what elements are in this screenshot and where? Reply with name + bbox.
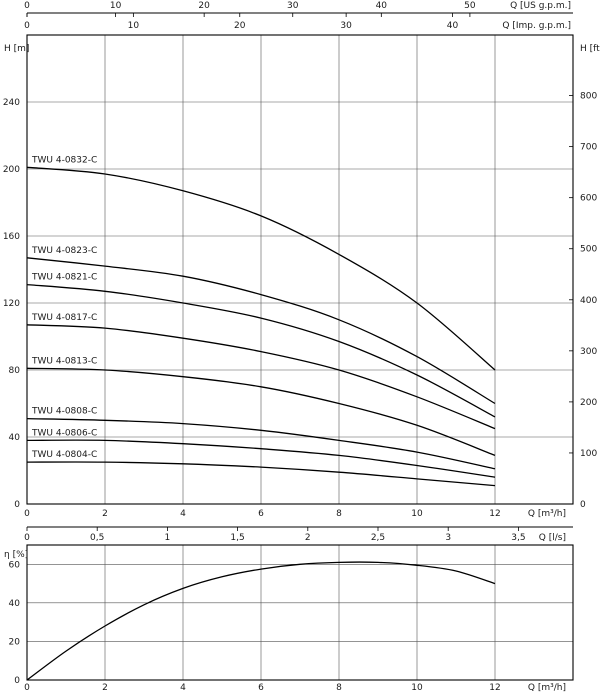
ls-tick-label: 3 <box>445 533 451 543</box>
head-y-tick-label: 40 <box>9 433 21 443</box>
ls-tick-label: 0 <box>24 533 30 543</box>
eff-y-tick-label: 60 <box>9 560 21 570</box>
head-curve-twu-4-0821-c <box>26 283 496 418</box>
ls-tick-label: 2,5 <box>371 533 385 543</box>
head-ft-axis-label: H [ft] <box>580 44 600 54</box>
us-gpm-tick-label: 20 <box>198 1 210 11</box>
head-x-tick-label: 6 <box>258 509 264 519</box>
eff-x-tick-label: 2 <box>102 683 108 692</box>
eff-y-tick-label: 0 <box>14 676 20 686</box>
head-y-tick-label: 120 <box>3 299 20 309</box>
us-gpm-tick-label: 10 <box>110 1 122 11</box>
eff-x-tick-label: 6 <box>258 683 264 692</box>
head-ft-tick-label: 100 <box>580 449 597 459</box>
eff-y-axis-label: η [%] <box>4 550 28 560</box>
eff-x-tick-label: 10 <box>411 683 423 692</box>
head-curve-twu-4-0817-c <box>26 324 496 430</box>
head-curve-twu-4-0804-c <box>26 461 496 487</box>
ls-tick-label: 1,5 <box>230 533 244 543</box>
head-curve-twu-4-0806-c <box>26 439 496 478</box>
imp-gpm-tick-label: 30 <box>340 21 352 31</box>
eff-y-tick-label: 40 <box>9 599 21 609</box>
ls-tick-label: 2 <box>305 533 311 543</box>
curve-label: TWU 4-0804-C <box>31 450 97 460</box>
head-x-tick-label: 10 <box>411 509 423 519</box>
ls-tick-label: 1 <box>165 533 171 543</box>
curve-label: TWU 4-0817-C <box>31 313 97 323</box>
head-curve-twu-4-0832-c <box>26 166 496 371</box>
ls-axis-label: Q [l/s] <box>539 533 566 543</box>
head-y-tick-label: 240 <box>3 98 20 108</box>
head-x-tick-label: 4 <box>180 509 186 519</box>
eff-x-tick-label: 0 <box>24 683 30 692</box>
curve-label: TWU 4-0808-C <box>31 407 97 417</box>
head-ft-tick-label: 200 <box>580 398 597 408</box>
head-x-axis-label: Q [m³/h] <box>528 509 566 519</box>
head-curve-twu-4-0808-c <box>26 417 496 470</box>
imp-gpm-tick-label: 0 <box>24 21 30 31</box>
us-gpm-tick-label: 30 <box>287 1 299 11</box>
ls-tick-label: 0,5 <box>90 533 104 543</box>
efficiency-curve <box>26 561 496 681</box>
head-y-tick-label: 80 <box>9 366 21 376</box>
head-curve-twu-4-0813-c <box>26 367 496 457</box>
eff-plot-frame <box>26 544 574 681</box>
imp-gpm-tick-label: 40 <box>447 21 459 31</box>
head-ft-tick-label: 300 <box>580 347 597 357</box>
ls-tick-label: 3,5 <box>511 533 525 543</box>
head-x-tick-label: 8 <box>336 509 342 519</box>
head-y-tick-label: 0 <box>14 500 20 510</box>
head-plot-frame <box>26 34 574 505</box>
head-ft-tick-label: 0 <box>580 500 586 510</box>
head-ft-tick-label: 600 <box>580 194 597 204</box>
curve-label: TWU 4-0813-C <box>31 356 97 366</box>
head-x-tick-label: 0 <box>24 509 30 519</box>
eff-y-tick-label: 20 <box>9 637 21 647</box>
eff-x-tick-label: 8 <box>336 683 342 692</box>
us-gpm-axis-label: Q [US g.p.m.] <box>510 1 571 11</box>
eff-x-tick-label: 12 <box>489 683 500 692</box>
imp-gpm-tick-label: 20 <box>234 21 246 31</box>
head-curve-twu-4-0823-c <box>26 257 496 405</box>
curve-label: TWU 4-0821-C <box>31 273 97 283</box>
imp-gpm-tick-label: 10 <box>128 21 140 31</box>
head-x-tick-label: 2 <box>102 509 108 519</box>
head-x-tick-label: 12 <box>489 509 500 519</box>
head-y-tick-label: 200 <box>3 165 20 175</box>
head-y-tick-label: 160 <box>3 232 20 242</box>
head-ft-tick-label: 800 <box>580 92 597 102</box>
head-ft-tick-label: 500 <box>580 245 597 255</box>
curve-label: TWU 4-0806-C <box>31 428 97 438</box>
us-gpm-tick-label: 0 <box>24 1 30 11</box>
us-gpm-tick-label: 50 <box>464 1 476 11</box>
head-ft-tick-label: 400 <box>580 296 597 306</box>
curve-label: TWU 4-0832-C <box>31 155 97 165</box>
eff-x-axis-label: Q [m³/h] <box>528 683 566 692</box>
head-ft-tick-label: 700 <box>580 143 597 153</box>
head-y-axis-label: H [m] <box>4 44 29 54</box>
eff-x-tick-label: 4 <box>180 683 186 692</box>
curve-label: TWU 4-0823-C <box>31 246 97 256</box>
imp-gpm-axis-label: Q [Imp. g.p.m.] <box>502 21 571 31</box>
us-gpm-tick-label: 40 <box>376 1 388 11</box>
